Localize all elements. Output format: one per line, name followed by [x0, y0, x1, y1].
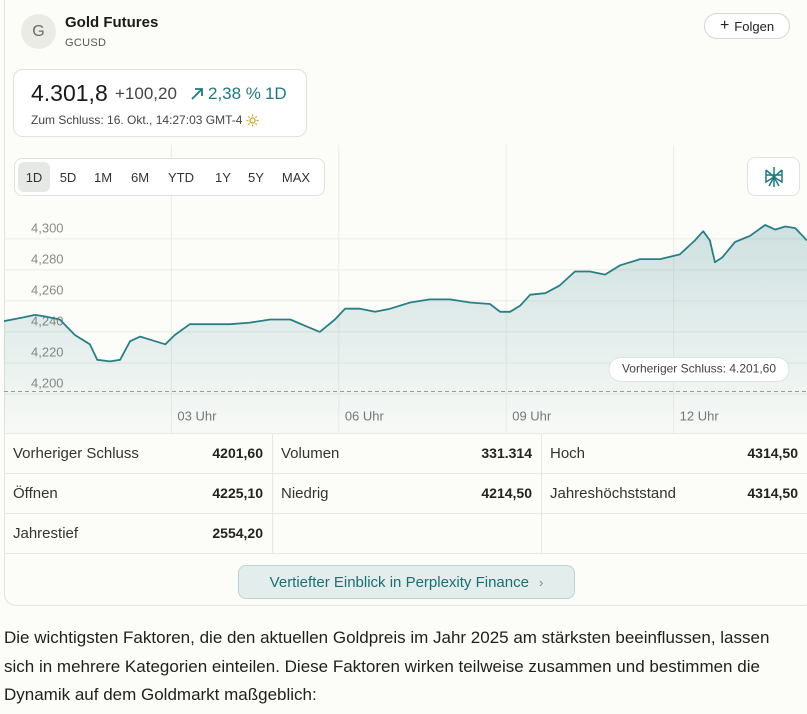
range-tab[interactable]: 6M	[130, 169, 150, 185]
change: +100,20	[115, 84, 177, 103]
range-tab[interactable]: YTD	[168, 169, 194, 185]
y-tick-label: 4,260	[31, 282, 64, 297]
follow-button[interactable]: + Folgen	[704, 13, 790, 39]
y-tick-label: 4,300	[31, 220, 64, 235]
range-tab[interactable]: 5D	[59, 169, 77, 185]
range-tab[interactable]: 1Y	[215, 169, 231, 185]
col-divider	[272, 433, 273, 553]
range-tab[interactable]: 1D	[18, 162, 50, 192]
stat-label: Hoch	[550, 444, 586, 462]
previous-close-label: Vorheriger Schluss: 4.201,60	[622, 362, 776, 376]
avatar: G	[21, 14, 56, 49]
col-divider	[541, 433, 542, 553]
stat-value: 4214,50	[481, 485, 532, 501]
pct: 2,38 %	[208, 84, 261, 103]
symbol: GCUSD	[65, 37, 107, 49]
row-divider	[4, 553, 807, 554]
chevron: ›	[538, 574, 544, 590]
price-chart: 03 Uhr06 Uhr09 Uhr12 Uhr4,2004,2204,2404…	[4, 145, 807, 433]
paragraph: Die wichtigsten Faktoren, die den aktuel…	[4, 628, 770, 704]
plus-icon: +	[719, 17, 730, 34]
row-divider	[4, 433, 807, 434]
price: 4.301,8	[31, 80, 108, 106]
row-divider	[4, 513, 807, 514]
instrument-title: Gold Futures	[65, 14, 159, 31]
stat-label: Jahreshöchststand	[550, 484, 676, 502]
period: 1D	[264, 84, 287, 103]
y-tick-label: 4,280	[31, 251, 64, 266]
stat-label: Jahrestief	[13, 524, 79, 542]
stat-cell: Vorheriger Schluss 4201,60	[4, 433, 272, 473]
stat-cell: Volumen 331.314	[272, 433, 541, 473]
stat-cell: Öffnen 4225,10	[4, 473, 272, 513]
stat-value: 2554,20	[212, 525, 263, 541]
area-fill	[4, 225, 807, 433]
stat-value: 4225,10	[212, 485, 263, 501]
stat-label: Öffnen	[13, 484, 58, 502]
stat-cell: Hoch 4314,50	[541, 433, 807, 473]
perplexity-icon	[764, 166, 783, 187]
timestamp-row: Zum Schluss: 16. Okt., 14:27:03 GMT-4	[31, 113, 259, 127]
cta-label: Vertiefter Einblick in Perplexity Financ…	[269, 573, 529, 591]
previous-close-badge	[608, 356, 790, 382]
stat-value: 4314,50	[747, 445, 798, 461]
stat-label: Vorheriger Schluss	[13, 444, 139, 462]
row-divider	[4, 473, 807, 474]
range-tab[interactable]: MAX	[281, 169, 311, 185]
change-percent: 2,38 % 1D	[190, 84, 287, 104]
stat-value: 4201,60	[212, 445, 263, 461]
cta-button[interactable]: Vertiefter Einblick in Perplexity Financ…	[238, 565, 575, 599]
stat-value: 331.314	[481, 445, 532, 461]
timestamp: Zum Schluss: 16. Okt., 14:27:03 GMT-4	[31, 113, 243, 127]
stat-cell: Jahreshöchststand 4314,50	[541, 473, 807, 513]
up-arrow	[191, 88, 203, 100]
perplexity-button[interactable]	[747, 157, 800, 196]
stat-value: 4314,50	[747, 485, 798, 501]
range-tabs: 1D 5D 1M 6M YTD 1Y 5Y MAX	[14, 158, 325, 196]
sun-icon	[246, 114, 259, 126]
range-tab[interactable]: 5Y	[248, 169, 264, 185]
quote-box: 4.301,8 +100,20 2,38 % 1D Zum Schluss: 1…	[13, 69, 307, 137]
stat-cell: Niedrig 4214,50	[272, 473, 541, 513]
range-tab[interactable]: 1M	[93, 169, 113, 185]
stat-label: Volumen	[281, 444, 340, 462]
stat-cell: Jahrestief 2554,20	[4, 513, 272, 553]
follow-label: Folgen	[734, 18, 775, 34]
stat-label: Niedrig	[281, 484, 329, 502]
price-line	[4, 224, 807, 363]
